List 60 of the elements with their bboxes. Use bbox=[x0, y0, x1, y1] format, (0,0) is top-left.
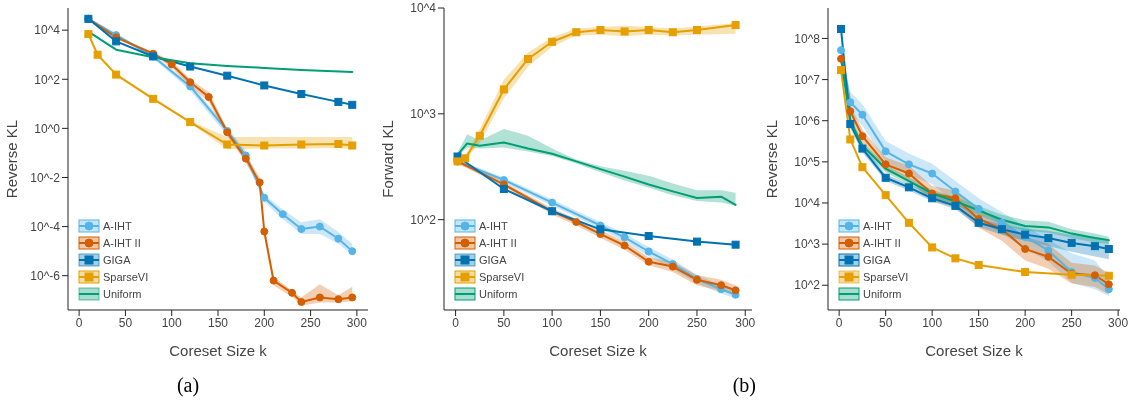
y-tick-label: 10^4 bbox=[410, 1, 437, 16]
x-tick-label: 100 bbox=[161, 315, 183, 330]
x-tick-label: 100 bbox=[922, 315, 943, 330]
x-tick-label: 50 bbox=[878, 315, 893, 330]
y-tick-label: 10^2 bbox=[34, 72, 61, 87]
y-tick-label: 10^4 bbox=[34, 23, 61, 38]
x-tick-label: 300 bbox=[346, 315, 368, 330]
legend-label: A-IHT bbox=[479, 219, 508, 232]
x-axis-title: Coreset Size k bbox=[169, 342, 268, 359]
legend-label: Uniform bbox=[863, 287, 902, 300]
x-tick-label: 200 bbox=[254, 315, 275, 330]
y-tick-label: 10^6 bbox=[794, 113, 821, 128]
x-tick-label: 250 bbox=[686, 315, 708, 330]
x-tick-label: 50 bbox=[118, 315, 133, 330]
y-tick-label: 10^2 bbox=[794, 278, 821, 293]
y-tick-label: 10^2 bbox=[410, 212, 437, 227]
y-tick-label: 10^0 bbox=[34, 121, 61, 136]
x-tick-label: 250 bbox=[1061, 315, 1082, 330]
x-axis-title: Coreset Size k bbox=[549, 342, 648, 359]
legend-label: A-IHT II bbox=[103, 236, 141, 249]
x-tick-label: 200 bbox=[1015, 315, 1036, 330]
legend-label: A-IHT II bbox=[479, 236, 517, 249]
y-tick-label: 10^-2 bbox=[30, 170, 61, 185]
x-tick-label: 250 bbox=[300, 315, 321, 330]
legend-label: SparseVI bbox=[103, 270, 149, 283]
legend-label: A-IHT bbox=[863, 219, 892, 232]
text: (a) bbox=[175, 374, 201, 397]
y-axis-title: Forward KL bbox=[379, 120, 397, 198]
y-tick-label: 10^8 bbox=[794, 31, 821, 46]
x-tick-label: 0 bbox=[835, 315, 843, 330]
y-tick-label: 10^3 bbox=[794, 237, 821, 252]
legend-label: GIGA bbox=[863, 253, 891, 266]
x-axis-title: Coreset Size k bbox=[925, 342, 1024, 359]
y-tick-label: 10^-6 bbox=[30, 268, 61, 283]
legend-label: Uniform bbox=[479, 287, 518, 300]
y-tick-label: 10^5 bbox=[794, 155, 821, 170]
y-axis-title: Reverse KL bbox=[3, 119, 21, 199]
legend-label: Uniform bbox=[103, 287, 142, 300]
legend-label: SparseVI bbox=[479, 270, 525, 283]
x-tick-label: 300 bbox=[1108, 315, 1128, 330]
text: (b) bbox=[731, 374, 757, 397]
x-tick-label: 50 bbox=[497, 315, 511, 330]
y-tick-label: 10^3 bbox=[410, 107, 437, 122]
legend-label: SparseVI bbox=[863, 270, 909, 283]
y-tick-label: 10^7 bbox=[794, 72, 821, 87]
x-tick-label: 200 bbox=[638, 315, 660, 330]
x-tick-label: 100 bbox=[542, 315, 563, 330]
x-tick-label: 150 bbox=[207, 315, 229, 330]
legend-label: A-IHT bbox=[103, 219, 132, 232]
legend-label: GIGA bbox=[479, 253, 507, 266]
legend-label: A-IHT II bbox=[863, 236, 901, 249]
legend-label: GIGA bbox=[103, 253, 131, 266]
y-tick-label: 10^-4 bbox=[30, 219, 61, 234]
y-tick-label: 10^4 bbox=[794, 196, 821, 211]
x-tick-label: 300 bbox=[735, 315, 756, 330]
x-tick-label: 150 bbox=[968, 315, 989, 330]
y-axis-title: Reverse KL bbox=[763, 119, 781, 199]
x-tick-label: 150 bbox=[590, 315, 611, 330]
x-tick-label: 0 bbox=[75, 315, 83, 330]
x-tick-label: 0 bbox=[452, 315, 460, 330]
